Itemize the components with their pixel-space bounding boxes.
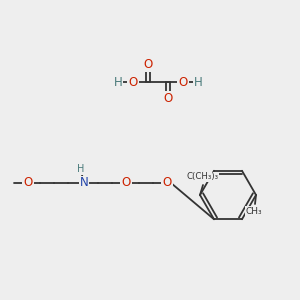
Text: H: H <box>194 76 202 88</box>
Text: O: O <box>23 176 33 190</box>
Text: O: O <box>178 76 188 88</box>
Text: O: O <box>164 92 172 104</box>
Text: H: H <box>77 164 85 174</box>
Text: H: H <box>114 76 122 88</box>
Text: C(CH₃)₃: C(CH₃)₃ <box>187 172 219 182</box>
Text: O: O <box>128 76 138 88</box>
Text: O: O <box>143 58 153 71</box>
Text: CH₃: CH₃ <box>246 206 262 215</box>
Text: O: O <box>162 176 172 190</box>
Text: N: N <box>80 176 88 190</box>
Text: O: O <box>122 176 130 190</box>
